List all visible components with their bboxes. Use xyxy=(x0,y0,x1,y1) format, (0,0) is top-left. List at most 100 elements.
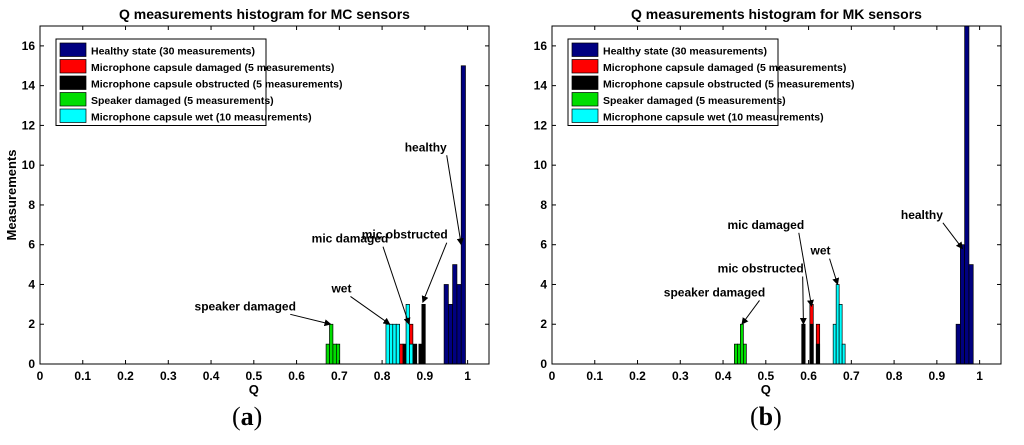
legend-label-mic-damaged: Microphone capsule damaged (5 measuremen… xyxy=(603,62,846,74)
annotation-arrow xyxy=(829,258,840,286)
annotation-label: speaker damaged xyxy=(195,299,296,313)
y-tick-label: 6 xyxy=(28,238,35,252)
y-tick-label: 6 xyxy=(540,238,547,252)
x-tick-label: 0 xyxy=(37,369,44,383)
y-tick-label: 14 xyxy=(22,79,36,93)
bar-wet-3 xyxy=(841,343,846,365)
y-tick-label: 16 xyxy=(534,39,548,53)
y-tick-label: 8 xyxy=(28,198,35,212)
x-axis-label: Q xyxy=(761,382,771,397)
legend-label-speaker-damaged: Speaker damaged (5 measurements) xyxy=(91,95,274,107)
x-tick-label: 0.7 xyxy=(331,369,348,383)
x-tick-label: 0.2 xyxy=(117,369,134,383)
annotation-arrow xyxy=(741,300,760,325)
legend-swatch-wet xyxy=(59,108,87,123)
annotation-arrow xyxy=(350,296,391,325)
chart-mk-sensors: Q measurements histogram for MK sensors 0… xyxy=(534,6,1002,397)
y-tick-label: 0 xyxy=(28,357,35,371)
annotation-label: mic obstructed xyxy=(362,228,448,242)
bar-healthy-3 xyxy=(968,264,974,365)
caption-a-letter: a xyxy=(240,402,254,431)
y-tick-label: 16 xyxy=(22,39,36,53)
bar-wet-0 xyxy=(385,323,390,365)
annotation-arrow xyxy=(799,276,807,325)
annotation-mic-damaged: mic damaged xyxy=(312,232,411,325)
annotation-arrow xyxy=(798,232,814,308)
x-tick-label: 0.1 xyxy=(586,369,603,383)
y-tick-label: 12 xyxy=(534,118,548,132)
bar-healthy-3 xyxy=(456,284,462,365)
bar-healthy-0 xyxy=(955,323,961,365)
y-tick-label: 4 xyxy=(28,277,35,291)
legend-label-healthy: Healthy state (30 measurements) xyxy=(91,46,255,58)
chart-title: Q measurements histogram for MC sensors xyxy=(119,6,410,22)
legend-label-wet: Microphone capsule wet (10 measurements) xyxy=(91,112,312,124)
y-tick-label: 4 xyxy=(540,277,547,291)
bar-healthy-2 xyxy=(452,264,458,365)
annotation-label: speaker damaged xyxy=(664,285,765,299)
bar-mic-obstructed-3 xyxy=(421,304,426,365)
bar-mic-obstructed-0 xyxy=(801,323,806,365)
annotation-arrow xyxy=(290,313,332,327)
bar-speaker-damaged-2 xyxy=(332,343,337,365)
bar-mic-damaged-0 xyxy=(399,343,404,365)
legend-swatch-mic-damaged xyxy=(571,59,599,74)
x-tick-label: 0.8 xyxy=(374,369,391,383)
y-tick-label: 12 xyxy=(22,118,36,132)
legend-box xyxy=(567,38,779,126)
caption-a: (a) xyxy=(232,402,263,431)
bar-speaker-damaged-2 xyxy=(740,323,744,365)
bar-wet-2 xyxy=(838,304,843,365)
x-tick-label: 0.6 xyxy=(800,369,817,383)
y-tick-label: 2 xyxy=(540,317,547,331)
caption-b-letter: b xyxy=(758,402,774,431)
bar-speaker-damaged-1 xyxy=(737,343,741,365)
legend-label-mic-damaged: Microphone capsule damaged (5 measuremen… xyxy=(91,62,334,74)
bar-mic-obstructed-2 xyxy=(815,343,821,365)
bar-wet-1 xyxy=(389,323,394,365)
annotation-speaker-damaged: speaker damaged xyxy=(195,299,332,327)
x-tick-label: 0.3 xyxy=(160,369,177,383)
x-tick-label: 1 xyxy=(464,369,471,383)
x-tick-label: 0.7 xyxy=(843,369,860,383)
annotation-label: mic damaged xyxy=(312,232,389,246)
bar-mic-obstructed-1 xyxy=(809,323,814,365)
legend-swatch-mic-damaged xyxy=(59,59,87,74)
bar-speaker-damaged-3 xyxy=(743,343,747,365)
legend-label-speaker-damaged: Speaker damaged (5 measurements) xyxy=(603,95,786,107)
annotation-label: wet xyxy=(810,244,831,258)
axes-frame xyxy=(551,25,1002,365)
legend: Healthy state (30 measurements) Microphon… xyxy=(55,38,342,126)
x-tick-label: 0 xyxy=(549,369,556,383)
bar-speaker-damaged-1 xyxy=(329,323,334,365)
legend-label-mic-obstructed: Microphone capsule obstructed (5 measure… xyxy=(603,79,854,91)
caption-b: (b) xyxy=(750,402,782,431)
x-tick-label: 0.6 xyxy=(288,369,305,383)
bar-wet-5 xyxy=(409,343,414,365)
annotation-label: healthy xyxy=(901,208,943,222)
x-axis-label: Q xyxy=(249,382,259,397)
chart-mc-sensors: Q measurements histogram for MC sensors 0… xyxy=(4,6,490,397)
x-tick-label: 0.5 xyxy=(757,369,774,383)
annotation-wet: wet xyxy=(810,244,840,286)
x-tick-label: 0.2 xyxy=(629,369,646,383)
annotation-label: healthy xyxy=(405,140,447,154)
y-tick-label: 0 xyxy=(540,357,547,371)
annotation-speaker-damaged: speaker damaged xyxy=(664,285,765,325)
annotation-wet: wet xyxy=(330,281,391,325)
legend-swatch-healthy xyxy=(571,42,599,57)
annotation-mic-damaged: mic damaged xyxy=(727,218,814,308)
annotation-healthy: healthy xyxy=(405,140,464,246)
x-tick-label: 0.5 xyxy=(245,369,262,383)
bar-wet-0 xyxy=(832,323,837,365)
bar-healthy-4 xyxy=(460,65,466,365)
legend-swatch-speaker-damaged xyxy=(59,92,87,107)
legend: Healthy state (30 measurements) Microphon… xyxy=(567,38,854,126)
bar-wet-3 xyxy=(395,323,400,365)
annotation-mic-obstructed: mic obstructed xyxy=(718,262,807,325)
legend-box xyxy=(55,38,267,126)
legend-swatch-mic-obstructed xyxy=(571,75,599,90)
annotation-healthy: healthy xyxy=(901,208,963,250)
bar-speaker-damaged-0 xyxy=(325,343,330,365)
x-tick-label: 0.4 xyxy=(203,369,220,383)
